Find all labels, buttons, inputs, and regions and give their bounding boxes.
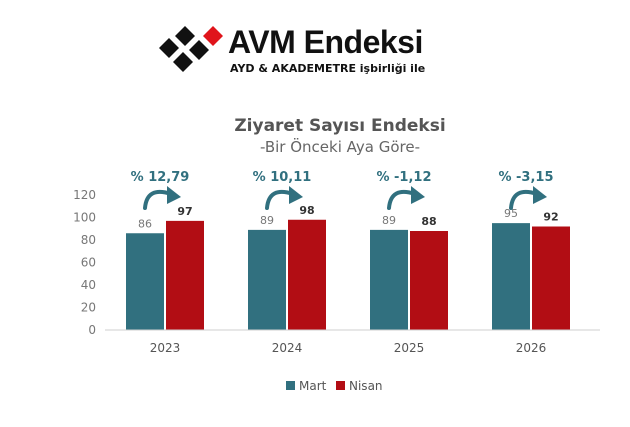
bar-nisan-2024	[288, 219, 326, 330]
chart-title: Ziyaret Sayısı Endeksi	[234, 116, 445, 136]
x-axis: 2023 2024 2025 2026	[105, 329, 600, 355]
y-tick-label: 100	[73, 211, 96, 225]
logo-diamonds-icon	[159, 26, 223, 72]
data-label: 98	[299, 204, 314, 217]
arrow-head-icon	[533, 186, 547, 204]
legend-swatch-mart	[286, 381, 295, 390]
legend-swatch-nisan	[336, 381, 345, 390]
x-tick-label: 2026	[516, 341, 547, 355]
y-tick-label: 40	[81, 278, 96, 292]
x-tick-label: 2024	[272, 341, 303, 355]
change-label: % 10,11	[253, 170, 312, 185]
change-label: % -1,12	[376, 170, 431, 185]
change-arrows: % 12,79 % 10,11 % -1,12 % -3,15	[131, 170, 554, 210]
y-tick-label: 80	[81, 233, 96, 247]
y-tick-label: 20	[81, 301, 96, 315]
x-tick-label: 2025	[394, 341, 425, 355]
legend-label-nisan: Nisan	[349, 379, 383, 393]
logo-title: AVM Endeksi	[228, 24, 423, 60]
logo: AVM Endeksi AYD & AKADEMETRE işbirliği i…	[156, 22, 436, 82]
chart-subtitle: -Bir Önceki Aya Göre-	[260, 137, 420, 156]
data-label: 95	[504, 207, 518, 220]
change-label: % -3,15	[498, 170, 553, 185]
data-label: 89	[382, 214, 396, 227]
data-label: 86	[138, 217, 152, 230]
bar-nisan-2026	[532, 226, 570, 330]
arrow-head-icon	[167, 186, 181, 204]
bar-mart-2024	[248, 229, 286, 330]
bar-mart-2026	[492, 223, 530, 330]
y-tick-label: 0	[88, 323, 96, 337]
arrow-head-icon	[289, 186, 303, 204]
y-tick-label: 120	[73, 188, 96, 202]
data-label: 92	[543, 211, 558, 224]
legend: Mart Nisan	[286, 379, 383, 393]
bar-mart-2025	[370, 229, 408, 330]
logo-subtitle: AYD & AKADEMETRE işbirliği ile	[230, 62, 426, 75]
legend-label-mart: Mart	[299, 379, 327, 393]
y-axis: 0 20 40 60 80 100 120	[73, 188, 96, 337]
data-label: 89	[260, 214, 274, 227]
bar-nisan-2025	[410, 231, 448, 330]
change-label: % 12,79	[131, 170, 190, 185]
bar-nisan-2023	[166, 220, 204, 330]
data-label: 88	[421, 215, 436, 228]
bar-mart-2023	[126, 233, 164, 330]
data-labels: 86 97 89 98 89 88 95 92	[138, 204, 559, 231]
y-tick-label: 60	[81, 256, 96, 270]
data-label: 97	[177, 205, 192, 218]
x-tick-label: 2023	[150, 341, 181, 355]
bars	[126, 219, 570, 330]
arrow-head-icon	[411, 186, 425, 204]
